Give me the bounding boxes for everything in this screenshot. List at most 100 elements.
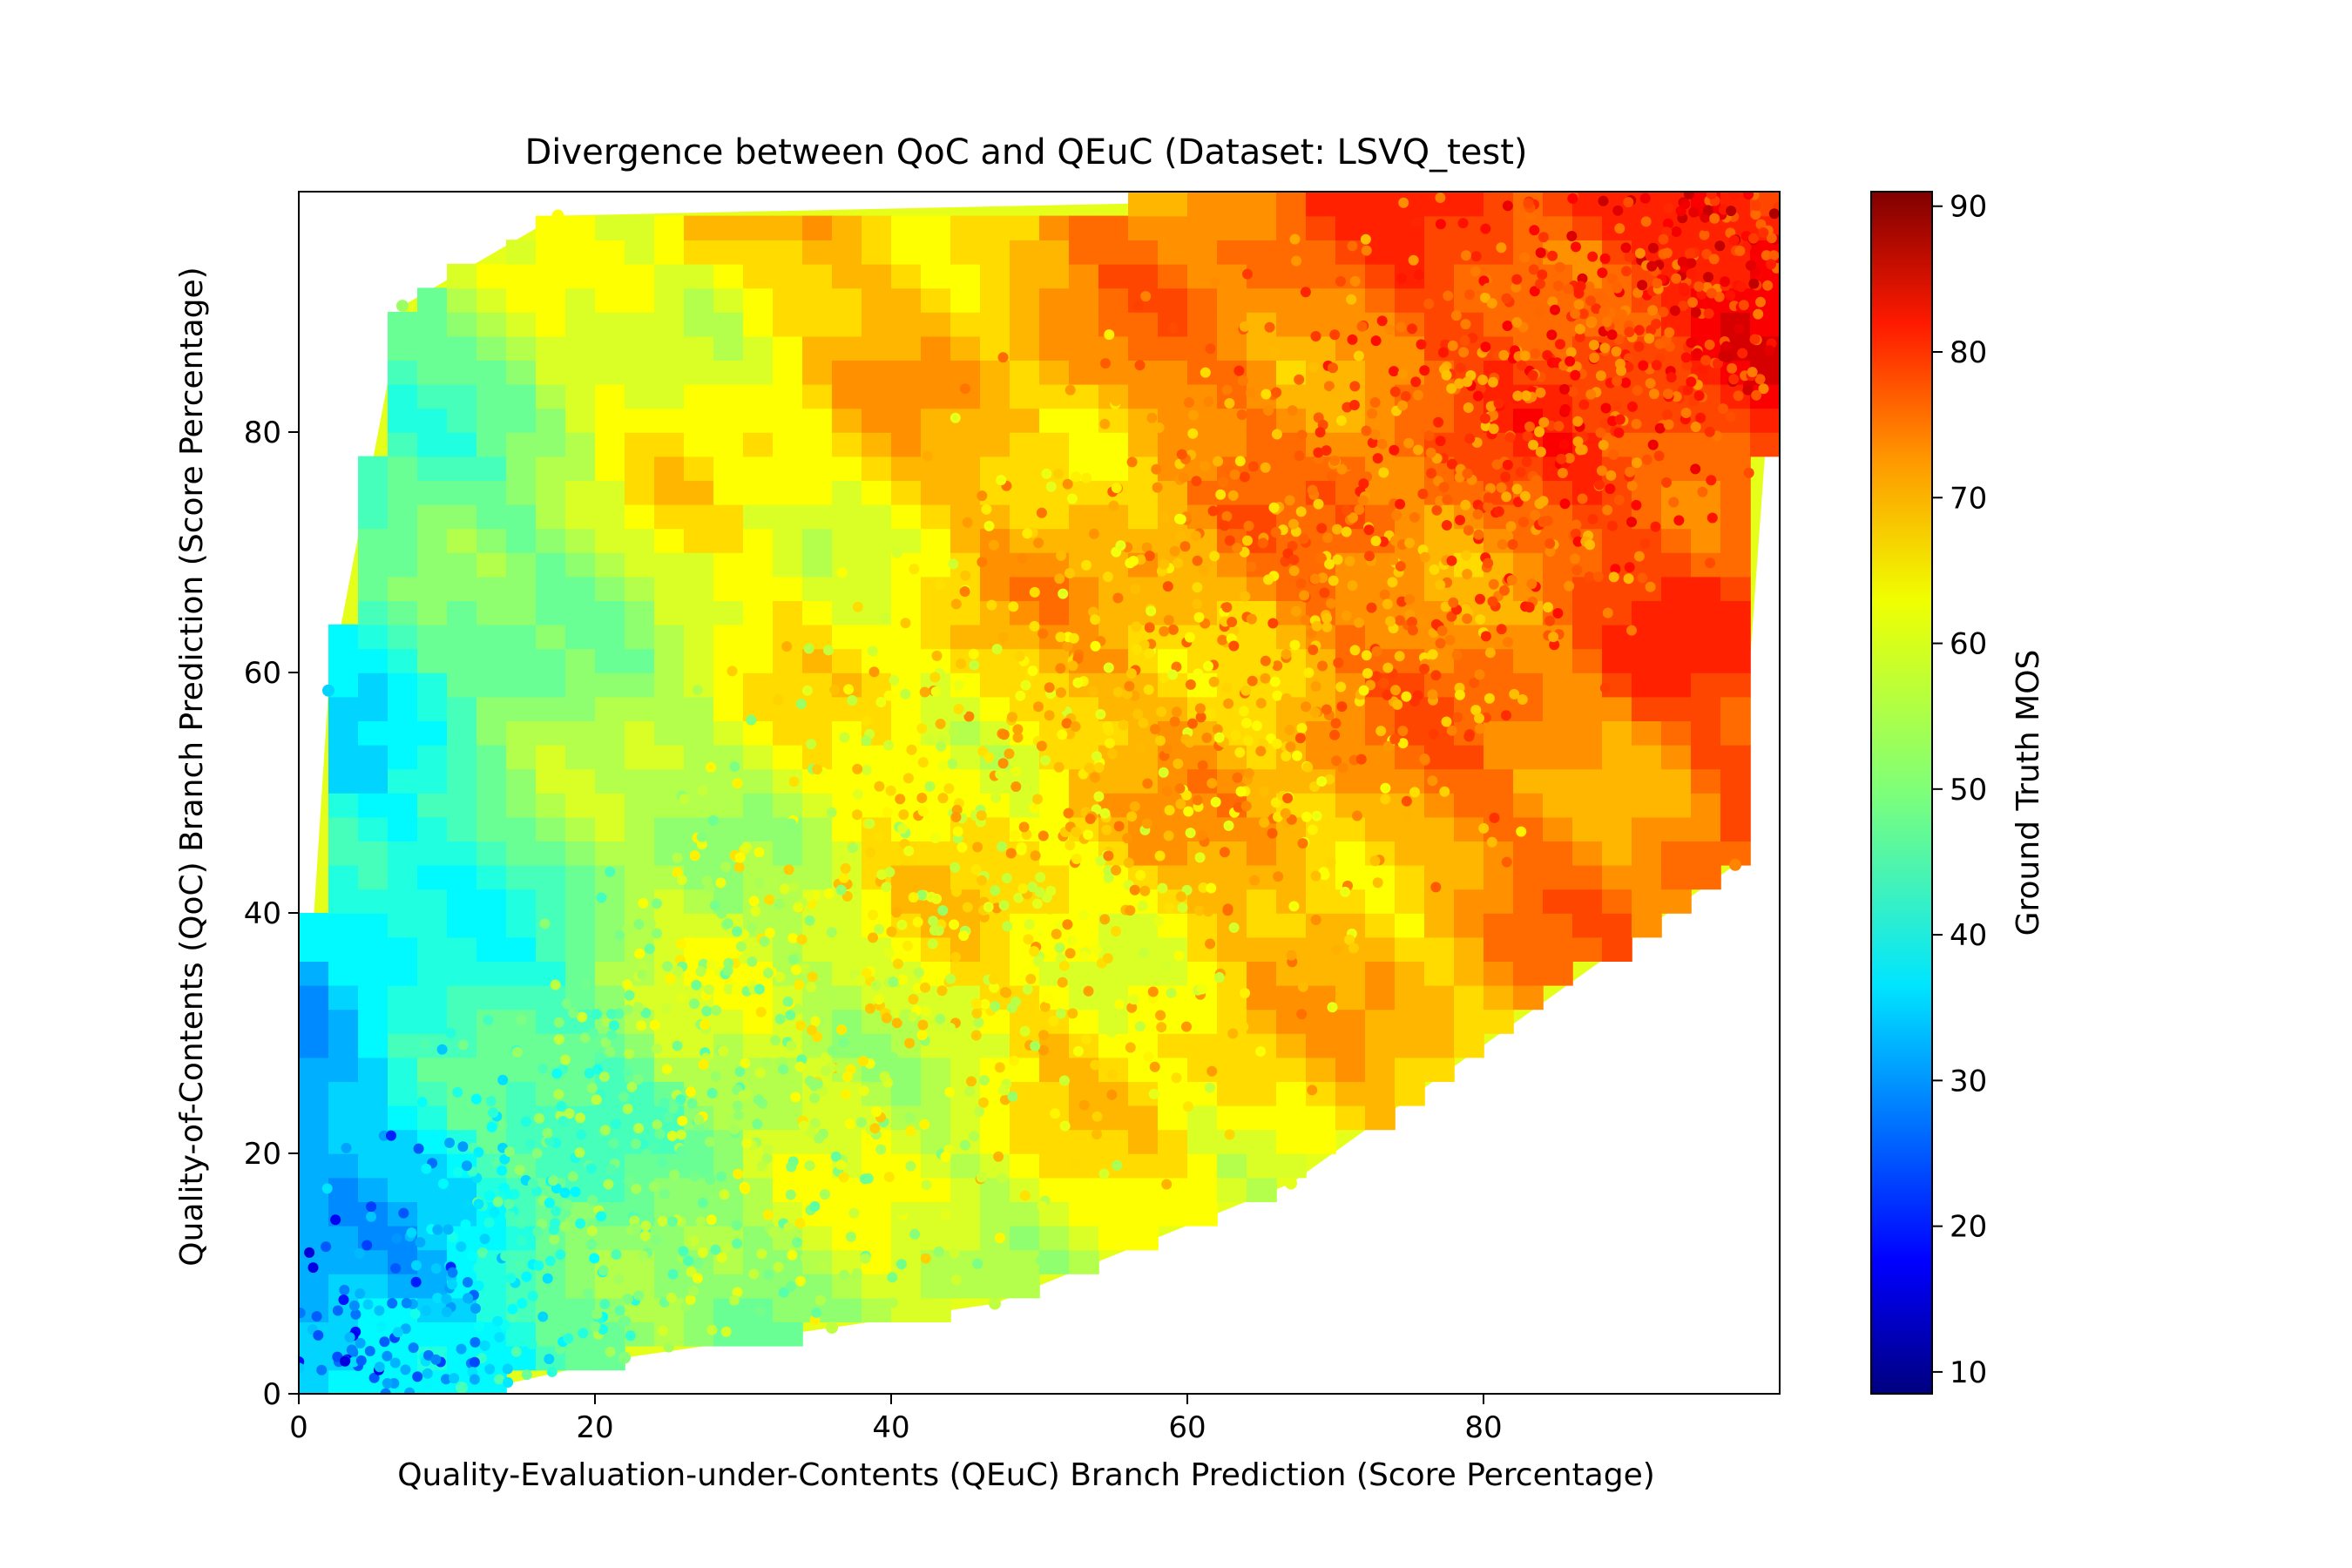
- contour-cell: [417, 1105, 448, 1131]
- scatter-point: [1061, 718, 1072, 729]
- contour-cell: [536, 528, 566, 553]
- contour-cell: [1661, 600, 1692, 625]
- scatter-point: [710, 1244, 721, 1255]
- scatter-point: [1612, 400, 1622, 410]
- scatter-point: [1396, 273, 1407, 284]
- scatter-point: [1436, 625, 1448, 637]
- scatter-point: [485, 1096, 497, 1107]
- scatter-point: [559, 1187, 571, 1199]
- contour-cell: [802, 263, 833, 289]
- scatter-point: [398, 1207, 409, 1219]
- contour-cell: [417, 480, 448, 505]
- scatter-point: [1186, 718, 1198, 729]
- scatter-point: [527, 1290, 538, 1301]
- contour-cell: [447, 1177, 477, 1202]
- contour-cell: [684, 408, 714, 433]
- scatter-point: [658, 1325, 669, 1336]
- contour-cell: [1424, 841, 1455, 866]
- hull-vertex-point: [1729, 858, 1741, 871]
- contour-cell: [476, 648, 507, 673]
- contour-cell: [1543, 672, 1573, 698]
- scatter-point: [1501, 293, 1512, 304]
- contour-cell: [713, 480, 744, 505]
- scatter-point: [1155, 735, 1166, 747]
- contour-cell: [299, 1201, 329, 1227]
- contour-cell: [1069, 215, 1099, 240]
- scatter-point: [622, 1294, 633, 1304]
- scatter-point: [531, 1147, 543, 1159]
- scatter-point: [1019, 1190, 1031, 1201]
- contour-cell: [832, 1297, 862, 1322]
- scatter-point: [534, 1112, 544, 1124]
- scatter-point: [1240, 801, 1252, 812]
- scatter-point: [1363, 524, 1375, 536]
- contour-cell: [299, 936, 329, 962]
- scatter-point: [1570, 308, 1581, 320]
- scatter-point: [1404, 594, 1416, 605]
- contour-cell: [1572, 889, 1603, 914]
- scatter-point: [1321, 612, 1333, 624]
- scatter-point: [421, 1163, 432, 1174]
- contour-cell: [1424, 889, 1455, 914]
- scatter-point: [1575, 444, 1586, 456]
- scatter-point: [1167, 624, 1179, 635]
- scatter-point: [1389, 444, 1400, 456]
- scatter-point: [1101, 824, 1112, 835]
- contour-cell: [595, 841, 625, 866]
- scatter-point: [1425, 447, 1436, 458]
- contour-cell: [1632, 864, 1662, 890]
- contour-cell: [536, 648, 566, 673]
- scatter-point: [930, 686, 942, 697]
- scatter-point: [1369, 397, 1381, 408]
- contour-cell: [1720, 744, 1751, 770]
- scatter-point: [933, 925, 944, 936]
- scatter-point: [891, 547, 902, 558]
- scatter-point: [809, 1092, 821, 1104]
- scatter-point: [937, 793, 949, 804]
- axes-frame: [298, 191, 1781, 1395]
- scatter-point: [1030, 1040, 1041, 1051]
- scatter-point: [692, 685, 703, 696]
- contour-cell: [891, 432, 922, 457]
- scatter-point: [1353, 350, 1364, 362]
- scatter-point: [711, 1004, 721, 1016]
- contour-cell: [1247, 215, 1277, 240]
- scatter-point: [1380, 782, 1391, 794]
- scatter-point: [591, 1308, 603, 1320]
- contour-cell: [1276, 192, 1307, 217]
- contour-cell: [565, 215, 596, 240]
- scatter-point: [1692, 348, 1703, 359]
- contour-cell: [565, 624, 596, 650]
- scatter-point: [788, 776, 800, 787]
- contour-cell: [802, 576, 833, 601]
- scatter-point: [928, 916, 939, 927]
- hull-vertex-point: [551, 209, 564, 222]
- scatter-point: [1695, 412, 1707, 423]
- scatter-point: [1470, 251, 1482, 262]
- contour-cell: [1513, 552, 1544, 578]
- contour-cell: [1691, 793, 1721, 818]
- scatter-point: [560, 1207, 571, 1218]
- scatter-point: [1461, 250, 1471, 261]
- scatter-point: [1512, 497, 1524, 508]
- contour-cell: [1661, 744, 1692, 770]
- contour-cell: [417, 408, 448, 433]
- scatter-point: [1184, 737, 1195, 748]
- scatter-point: [1585, 389, 1597, 400]
- contour-cell: [565, 648, 596, 673]
- scatter-point: [1161, 1179, 1173, 1190]
- contour-cell: [1661, 624, 1692, 650]
- scatter-point: [1057, 729, 1068, 740]
- scatter-point: [1547, 296, 1558, 308]
- scatter-point: [1303, 667, 1315, 679]
- scatter-point: [1010, 766, 1022, 777]
- contour-cell: [654, 408, 685, 433]
- scatter-point: [835, 1062, 846, 1073]
- scatter-point: [978, 1097, 989, 1108]
- scatter-point: [1378, 467, 1389, 478]
- scatter-point: [1111, 865, 1122, 875]
- scatter-point: [1632, 457, 1642, 469]
- scatter-point: [544, 1255, 556, 1267]
- scatter-point: [486, 1251, 497, 1262]
- scatter-point: [836, 567, 848, 578]
